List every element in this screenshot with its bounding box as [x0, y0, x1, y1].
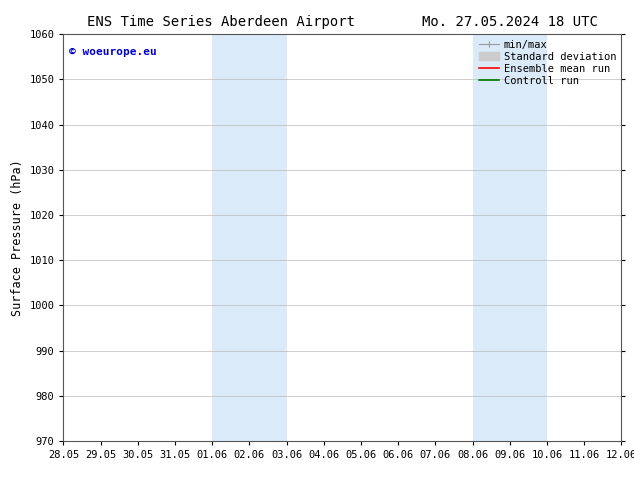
Bar	[472, 34, 547, 441]
Bar	[212, 34, 287, 441]
Y-axis label: Surface Pressure (hPa): Surface Pressure (hPa)	[11, 159, 24, 316]
Title: ENS Time Series Aberdeen Airport        Mo. 27.05.2024 18 UTC: ENS Time Series Aberdeen Airport Mo. 27.…	[87, 15, 598, 29]
Legend: min/max, Standard deviation, Ensemble mean run, Controll run: min/max, Standard deviation, Ensemble me…	[479, 40, 616, 86]
Text: © woeurope.eu: © woeurope.eu	[69, 47, 157, 56]
